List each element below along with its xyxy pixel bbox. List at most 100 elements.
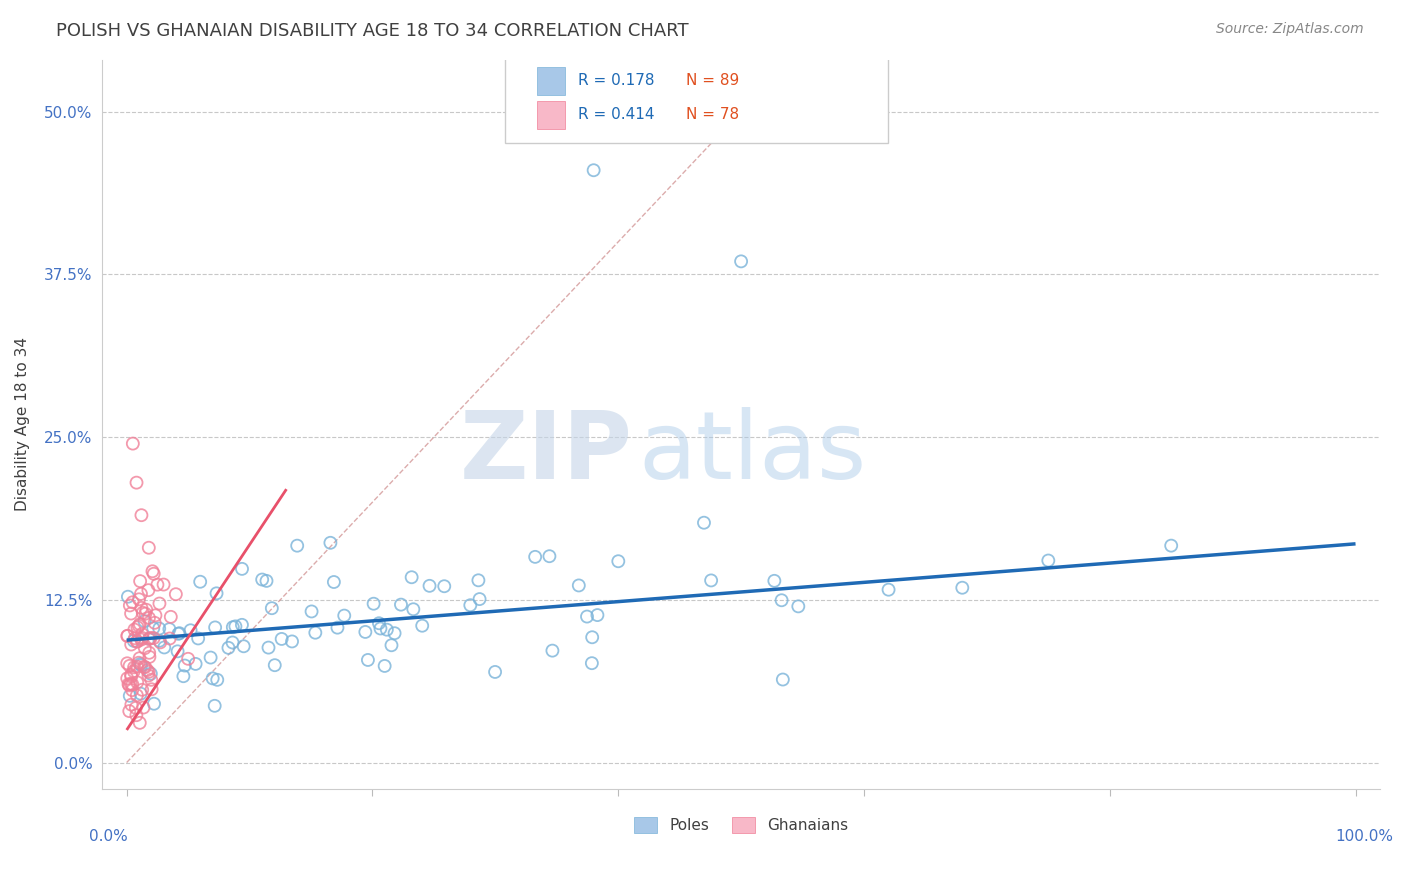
Point — [256, 574, 278, 588]
Point — [607, 554, 630, 568]
Point — [118, 689, 141, 703]
Point — [368, 616, 391, 631]
Point — [877, 582, 900, 597]
Text: 100.0%: 100.0% — [1334, 829, 1393, 844]
Point — [132, 700, 155, 714]
Point — [153, 640, 176, 655]
Point — [125, 634, 148, 648]
Point — [468, 592, 491, 607]
Point — [120, 669, 142, 683]
Point — [374, 659, 396, 673]
Point — [333, 608, 356, 623]
Point — [134, 614, 156, 628]
Point — [124, 623, 146, 637]
Point — [120, 677, 142, 691]
Point — [581, 656, 603, 670]
Point — [143, 615, 166, 630]
Point — [165, 587, 187, 601]
Point — [231, 617, 253, 632]
Point — [204, 698, 226, 713]
Point — [538, 549, 561, 564]
Point — [145, 608, 167, 623]
Point — [138, 611, 160, 625]
Point — [138, 646, 160, 660]
Point — [115, 629, 138, 643]
Point — [129, 658, 152, 673]
Point — [141, 564, 163, 578]
Point — [157, 622, 180, 636]
Point — [134, 660, 156, 674]
Point — [120, 638, 142, 652]
Point — [129, 687, 152, 701]
Point — [120, 607, 142, 621]
Text: POLISH VS GHANAIAN DISABILITY AGE 18 TO 34 CORRELATION CHART: POLISH VS GHANAIAN DISABILITY AGE 18 TO … — [56, 22, 689, 40]
Point — [131, 631, 153, 645]
Point — [200, 650, 222, 665]
Point — [770, 593, 793, 607]
Point — [138, 665, 160, 679]
FancyBboxPatch shape — [537, 101, 565, 128]
Text: ZIP: ZIP — [460, 408, 633, 500]
Point — [460, 599, 482, 613]
Point — [138, 649, 160, 664]
Point — [138, 668, 160, 682]
Point — [433, 579, 456, 593]
Point — [142, 631, 165, 645]
Point — [120, 698, 142, 712]
Point — [581, 630, 603, 644]
Point — [125, 708, 148, 723]
Point — [270, 632, 292, 646]
FancyBboxPatch shape — [537, 67, 565, 95]
Point — [121, 595, 143, 609]
Point — [149, 635, 172, 649]
FancyBboxPatch shape — [505, 53, 889, 144]
Point — [467, 574, 489, 588]
Point — [127, 675, 149, 690]
Point — [128, 592, 150, 607]
Point — [146, 577, 169, 591]
Point — [128, 656, 150, 670]
Point — [148, 622, 170, 636]
Point — [281, 634, 304, 648]
Point — [576, 609, 599, 624]
Point — [128, 715, 150, 730]
Point — [370, 622, 392, 636]
Point — [188, 574, 211, 589]
Point — [217, 640, 239, 655]
Point — [411, 618, 433, 632]
Point — [129, 657, 152, 671]
Point — [357, 653, 380, 667]
Point — [127, 620, 149, 634]
Point — [118, 704, 141, 718]
Point — [125, 659, 148, 673]
Text: N = 78: N = 78 — [686, 108, 740, 122]
Point — [730, 254, 752, 268]
Point — [148, 597, 170, 611]
Point — [135, 603, 157, 617]
Point — [166, 644, 188, 658]
Point — [118, 599, 141, 613]
Point — [401, 570, 423, 584]
Point — [127, 634, 149, 648]
Point — [139, 666, 162, 681]
Point — [139, 631, 162, 645]
Point — [159, 632, 181, 646]
Point — [693, 516, 716, 530]
Point — [586, 608, 609, 623]
Point — [763, 574, 786, 588]
Point — [250, 573, 273, 587]
Point — [138, 541, 160, 555]
Point — [117, 677, 139, 691]
Text: Source: ZipAtlas.com: Source: ZipAtlas.com — [1216, 22, 1364, 37]
Point — [582, 163, 605, 178]
Point — [260, 601, 283, 615]
Point — [326, 621, 349, 635]
Text: R = 0.414: R = 0.414 — [578, 108, 654, 122]
Point — [257, 640, 280, 655]
Point — [700, 574, 723, 588]
Point — [301, 604, 323, 618]
Point — [148, 633, 170, 648]
Point — [138, 632, 160, 646]
Point — [128, 619, 150, 633]
Point — [152, 577, 174, 591]
